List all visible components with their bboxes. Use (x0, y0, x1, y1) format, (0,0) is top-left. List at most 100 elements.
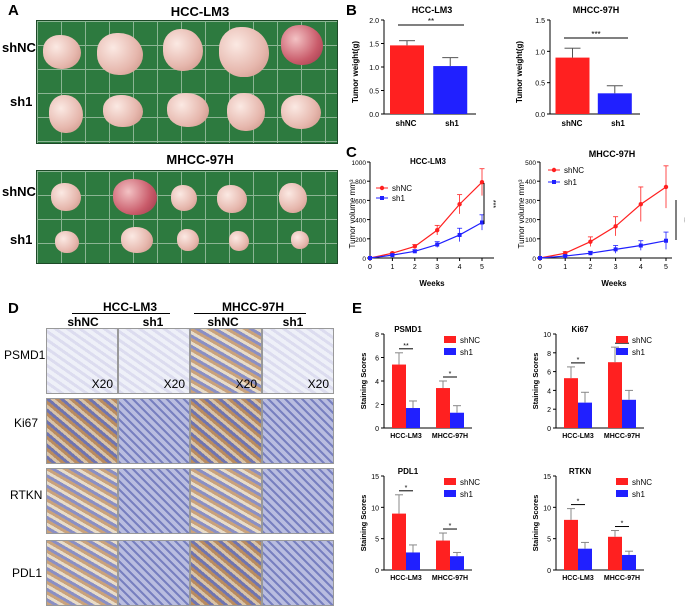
sig-label: * (405, 485, 408, 492)
point-sh1 (563, 254, 568, 259)
ihc-pdl1-hcclm3-shnc (46, 540, 118, 606)
ihc-ki67-mhcc97h-shnc (190, 398, 262, 464)
c2-title: MHCC-97H (589, 149, 636, 159)
point-sh1 (613, 247, 618, 252)
b2-title: MHCC-97H (573, 5, 620, 15)
legend-sh1: sh1 (632, 348, 645, 357)
xtick-label: 5 (480, 264, 484, 271)
bar-sh1-MHCC-97H (450, 412, 464, 428)
ytick-label: 200 (355, 237, 366, 244)
point-shNC (412, 244, 417, 249)
point-sh1 (457, 232, 462, 237)
ytick-label: 15 (371, 474, 379, 481)
bar-shNC-HCC-LM3 (564, 519, 578, 570)
ihc-rtkn-hcclm3-sh1 (118, 468, 190, 534)
panel-c-charts: HCC-LM3 Tumor volume mm³ 020040060080010… (348, 149, 685, 288)
b1-ylabel: Tumor weight(g) (351, 41, 360, 103)
ihc-rtkn-hcclm3-shnc (46, 468, 118, 534)
bar-sh1-MHCC-97H (622, 554, 636, 570)
row-label-top-sh1: sh1 (10, 94, 33, 109)
e-title: Ki67 (572, 325, 589, 334)
b2-cat-1: shNC (562, 119, 583, 128)
panel-letter-d: D (8, 300, 19, 317)
ytick-label: 0 (532, 256, 536, 263)
ytick-label: 0 (547, 568, 551, 575)
xtick-label: 1 (390, 264, 394, 271)
series-line-sh1 (369, 221, 483, 259)
weight-chart-hcclm3: HCC-LM3 Tumor weight(g) 0.00.51.01.52.0 … (351, 5, 476, 128)
category-label: HCC-LM3 (562, 433, 594, 440)
panel-letter-b: B (346, 2, 357, 19)
xtick-label: 1 (563, 264, 567, 271)
legend-sh1: sh1 (460, 490, 473, 499)
ytick-label: 10 (371, 505, 379, 512)
bar-sh1 (597, 93, 632, 114)
c1-ylabel: Tumor volume mm³ (348, 179, 357, 248)
ytick-label: 8 (375, 332, 379, 339)
point-sh1 (638, 243, 643, 248)
xtick-label: 2 (413, 264, 417, 271)
sig-label: ** (403, 343, 409, 350)
ytick-label: 2 (375, 403, 379, 410)
ytick-label: 0 (547, 426, 551, 433)
point-sh1 (390, 253, 395, 258)
legend-swatch-shnc (616, 336, 628, 343)
point-shNC (457, 202, 462, 207)
point-shNC (435, 227, 440, 233)
bar-shNC-MHCC-97H (436, 540, 450, 570)
ytick-label: 1.0 (369, 65, 379, 72)
c1-legend-sh1: sh1 (392, 194, 405, 203)
d-row-psmd1: PSMD1 (4, 348, 46, 362)
e-ylabel: Staining Scores (359, 495, 368, 552)
ytick-label: 2.0 (369, 18, 379, 25)
ihc-ki67-hcclm3-sh1 (118, 398, 190, 464)
point-sh1 (435, 242, 440, 247)
bar-shNC-HCC-LM3 (564, 378, 578, 428)
sig-label: * (449, 523, 452, 530)
c2-legend-sh1: sh1 (564, 178, 577, 187)
d-row-pdl1: PDL1 (12, 566, 43, 580)
b2-sig: *** (591, 30, 600, 39)
series-line-shNC (369, 181, 483, 259)
ihc-rtkn-mhcc97h-sh1 (262, 468, 334, 534)
staining-chart-rtkn: RTKN Staining Scores 0 5 10 15 * HCC-LM3 * MHCC-9… (531, 467, 652, 582)
d-row-rtkn: RTKN (10, 488, 43, 502)
category-label: HCC-LM3 (390, 433, 422, 440)
ihc-psmd1-mhcc97h-shnc: X20 (190, 328, 262, 394)
legend-sh1: sh1 (460, 348, 473, 357)
e-title: RTKN (569, 467, 591, 476)
ytick-label: 15 (543, 474, 551, 481)
d-group-mhcc97h: MHCC-97H (221, 300, 284, 314)
point-sh1 (664, 238, 668, 243)
bar-shNC-MHCC-97H (608, 536, 622, 570)
volume-chart-hcclm3: HCC-LM3 Tumor volume mm³ 020040060080010… (348, 157, 496, 288)
e-ylabel: Staining Scores (531, 495, 540, 552)
ytick-label: 1.5 (535, 18, 545, 25)
staining-chart-pdl1: PDL1 Staining Scores 0 5 10 15 * HCC-LM3 * MHCC-9… (359, 467, 480, 582)
bar-shNC-MHCC-97H (608, 362, 622, 428)
c2-xlabel: Weeks (601, 279, 627, 288)
panel-a-bottom-title: MHCC-97H (166, 152, 234, 167)
ytick-label: 6 (375, 356, 379, 363)
b2-cat-2: sh1 (611, 119, 625, 128)
panel-letter-c: C (346, 144, 357, 161)
ytick-label: 500 (525, 160, 536, 167)
point-sh1 (588, 251, 593, 256)
xtick-label: 4 (458, 264, 462, 271)
ytick-label: 5 (375, 537, 379, 544)
ytick-label: 2 (547, 407, 551, 414)
point-sh1 (480, 220, 484, 225)
legend-swatch-sh1 (444, 490, 456, 497)
bar-sh1 (433, 66, 468, 114)
bar-sh1-HCC-LM3 (406, 552, 420, 570)
d-col-sh1-1: sh1 (142, 315, 164, 329)
ytick-label: 10 (543, 505, 551, 512)
ihc-psmd1-mhcc97h-sh1: X20 (262, 328, 334, 394)
xtick-label: 5 (664, 264, 668, 271)
legend-swatch-sh1 (616, 490, 628, 497)
panel-b-charts: HCC-LM3 Tumor weight(g) 0.00.51.01.52.0 … (351, 5, 640, 128)
legend-swatch-shnc (616, 478, 628, 485)
series-line-sh1 (539, 240, 667, 259)
point-shNC (588, 239, 593, 244)
